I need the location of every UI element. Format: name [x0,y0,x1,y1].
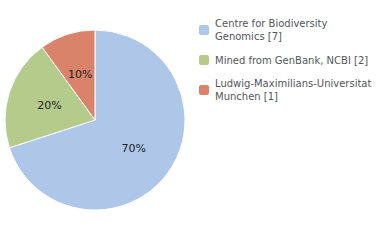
svg-text:Centre for Biodiversity: Centre for Biodiversity [215,18,328,29]
svg-text:20%: 20% [37,99,61,112]
svg-text:Mined from GenBank, NCBI [2]: Mined from GenBank, NCBI [2] [215,55,368,66]
svg-text:Munchen [1]: Munchen [1] [215,91,278,102]
svg-text:10%: 10% [68,68,92,81]
svg-text:Ludwig-Maximilians-Universitat: Ludwig-Maximilians-Universitat [215,78,371,89]
svg-text:Genomics [7]: Genomics [7] [215,31,282,42]
svg-text:70%: 70% [122,142,146,155]
